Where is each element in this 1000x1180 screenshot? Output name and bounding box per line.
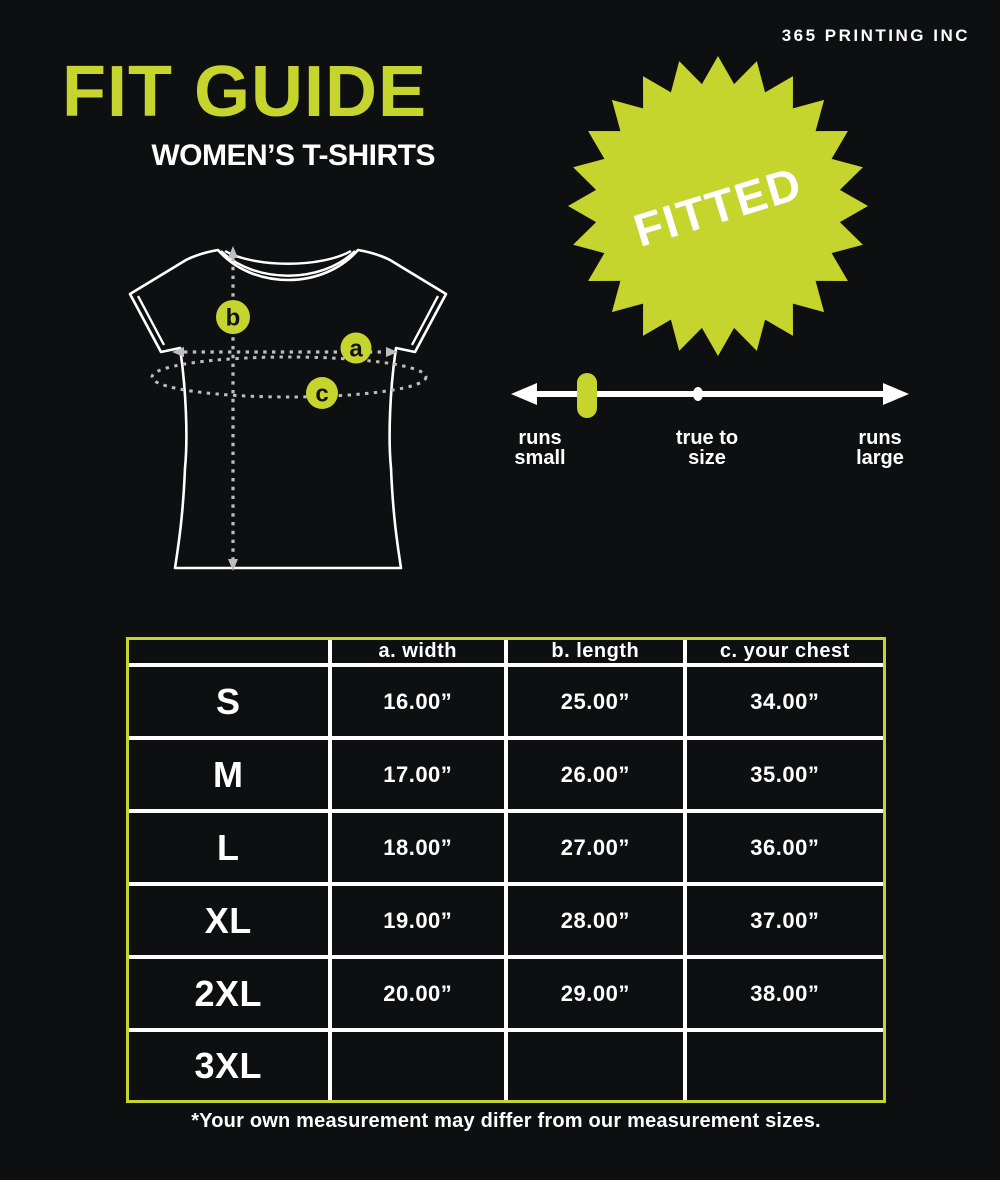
scale-midpoint-dot (693, 387, 703, 401)
scale-marker (577, 373, 597, 418)
scale-label-line: size (688, 447, 726, 469)
length-arrow-up-icon (228, 246, 238, 258)
brand-name: 365 PRINTING INC (781, 26, 970, 45)
size-cell: XL (129, 882, 332, 960)
scale-arrow-left-icon (511, 383, 537, 405)
scale-label-line: large (856, 447, 904, 469)
page-title: FIT GUIDE (62, 52, 427, 132)
size-cell: 2XL (129, 955, 332, 1033)
scale-line (528, 391, 886, 397)
marker-a-circle (340, 332, 372, 364)
chest-cell: 35.00” (682, 736, 883, 814)
width-cell: 18.00” (327, 809, 508, 887)
width-cell: 20.00” (327, 955, 508, 1033)
length-arrow-down-icon (228, 559, 238, 571)
size-cell: 3XL (129, 1028, 332, 1100)
size-table-body: S 16.00” 25.00” 34.00” M 17.00” 26.00” 35.00” L 1… (129, 662, 883, 1100)
chest-cell: 36.00” (682, 809, 883, 887)
scale-label-runs-large: runs large (826, 428, 934, 468)
table-row: M 17.00” 26.00” 35.00” (129, 736, 883, 814)
right-sleeve-hem-line (410, 295, 440, 346)
marker-b-label: b (226, 305, 241, 332)
marker-c-label: c (315, 381, 328, 408)
marker-c-circle (306, 377, 338, 409)
scale-label-line: true to (675, 427, 739, 449)
length-cell: 25.00” (503, 662, 687, 741)
width-cell: 17.00” (327, 736, 508, 814)
marker-a-label: a (349, 336, 363, 363)
header-chest: c. your chest (682, 640, 883, 667)
scale-label-true-to-size: true to size (647, 428, 767, 468)
size-cell: S (129, 662, 332, 741)
chest-cell: 34.00” (682, 662, 883, 741)
size-cell: M (129, 736, 332, 814)
tshirt-outline (128, 248, 448, 570)
scale-label-runs-small: runs small (488, 428, 592, 468)
table-row: L 18.00” 27.00” 36.00” (129, 809, 883, 887)
chest-cell: 38.00” (682, 955, 883, 1033)
page-subtitle: WOMEN’S T-SHIRTS (151, 139, 435, 172)
length-cell (503, 1028, 687, 1100)
length-cell: 29.00” (503, 955, 687, 1033)
size-table: a. width b. length c. your chest S 16.00”… (126, 637, 886, 1103)
scale-label-line: small (514, 447, 566, 469)
header-width: a. width (327, 640, 508, 667)
length-cell: 26.00” (503, 736, 687, 814)
chest-dotted-ellipse (150, 355, 428, 399)
table-row: S 16.00” 25.00” 34.00” (129, 662, 883, 741)
width-arrow-left-icon (172, 347, 184, 357)
width-cell (327, 1028, 508, 1100)
length-cell: 27.00” (503, 809, 687, 887)
tshirt-diagram: b a c (128, 246, 448, 571)
scale-arrow-right-icon (883, 383, 909, 405)
footnote: *Your own measurement may differ from ou… (191, 1110, 821, 1132)
table-row: XL 19.00” 28.00” 37.00” (129, 882, 883, 960)
marker-b-circle (216, 300, 250, 334)
starburst-icon (568, 56, 868, 356)
chest-cell: 37.00” (682, 882, 883, 960)
length-cell: 28.00” (503, 882, 687, 960)
table-row: 2XL 20.00” 29.00” 38.00” (129, 955, 883, 1033)
header-size (129, 640, 332, 667)
collar-back-line (224, 249, 352, 265)
chest-cell (682, 1028, 883, 1100)
scale-label-line: runs (518, 427, 562, 449)
width-cell: 19.00” (327, 882, 508, 960)
table-header-row: a. width b. length c. your chest (129, 640, 883, 667)
left-sleeve-hem-line (136, 295, 166, 346)
header-length: b. length (503, 640, 687, 667)
size-cell: L (129, 809, 332, 887)
fitted-badge: FITTED (568, 56, 868, 356)
width-arrow-right-icon (386, 347, 398, 357)
table-row: 3XL (129, 1028, 883, 1100)
width-cell: 16.00” (327, 662, 508, 741)
scale-label-line: runs (858, 427, 902, 449)
